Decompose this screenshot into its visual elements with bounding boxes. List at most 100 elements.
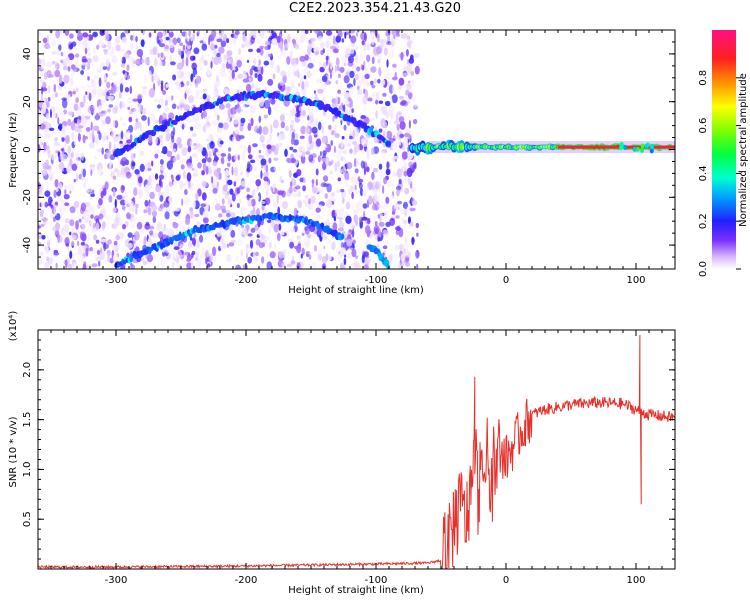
noise-speckle: [227, 59, 231, 65]
spectrogram-y-tick-label: 40: [22, 48, 33, 61]
noise-speckle: [186, 172, 192, 182]
noise-speckle: [161, 112, 167, 120]
noise-speckle: [41, 64, 44, 70]
noise-speckle: [234, 30, 240, 35]
noise-speckle: [340, 242, 344, 249]
noise-speckle: [296, 169, 302, 177]
spectrogram-noise: [38, 30, 420, 269]
noise-speckle: [335, 215, 338, 219]
noise-speckle: [114, 221, 117, 228]
noise-speckle: [88, 92, 92, 102]
noise-speckle: [42, 37, 48, 44]
noise-speckle: [98, 132, 102, 141]
noise-speckle: [336, 160, 341, 168]
noise-speckle: [85, 57, 92, 64]
noise-speckle: [90, 193, 95, 197]
noise-speckle: [322, 255, 327, 265]
noise-speckle: [342, 149, 347, 155]
noise-speckle: [303, 178, 306, 184]
noise-speckle: [226, 243, 230, 248]
snr-series: [38, 334, 675, 569]
noise-speckle: [107, 40, 112, 50]
noise-speckle: [208, 150, 212, 159]
noise-speckle: [307, 203, 314, 211]
noise-speckle: [308, 254, 312, 260]
noise-speckle: [175, 250, 182, 260]
noise-speckle: [61, 136, 65, 142]
noise-speckle: [372, 167, 379, 173]
noise-speckle: [344, 232, 348, 239]
colorbar-tick-label: 0.2: [698, 213, 709, 229]
noise-speckle: [202, 93, 207, 100]
noise-speckle: [50, 152, 57, 161]
noise-speckle: [354, 168, 359, 174]
noise-speckle: [258, 59, 261, 66]
noise-speckle: [409, 80, 416, 87]
noise-speckle: [73, 178, 76, 183]
noise-speckle: [52, 60, 56, 65]
noise-speckle: [139, 163, 145, 172]
noise-speckle: [332, 48, 339, 54]
noise-speckle: [359, 187, 364, 197]
noise-speckle: [69, 231, 72, 236]
snr-y-tick-label: 1.0: [22, 461, 33, 477]
noise-speckle: [84, 63, 89, 68]
noise-speckle: [57, 184, 63, 190]
noise-speckle: [246, 164, 253, 172]
noise-speckle: [395, 244, 400, 251]
noise-speckle: [59, 152, 65, 161]
noise-speckle: [90, 121, 93, 131]
noise-speckle: [80, 70, 84, 75]
noise-speckle: [342, 165, 347, 175]
noise-speckle: [261, 204, 265, 211]
noise-speckle: [64, 184, 68, 190]
noise-speckle: [256, 195, 260, 200]
colorbar-tick-label: 0.4: [698, 165, 709, 181]
noise-speckle: [52, 118, 55, 125]
noise-speckle: [160, 52, 164, 58]
noise-speckle: [314, 30, 320, 34]
noise-speckle: [90, 169, 93, 177]
noise-speckle: [185, 31, 188, 40]
noise-speckle: [202, 163, 207, 171]
noise-speckle: [332, 222, 338, 232]
noise-speckle: [84, 47, 88, 55]
noise-speckle: [113, 119, 116, 128]
noise-speckle: [346, 143, 351, 147]
noise-speckle: [340, 188, 345, 193]
noise-speckle: [79, 231, 85, 235]
noise-speckle: [391, 94, 398, 104]
noise-speckle: [363, 32, 367, 42]
noise-speckle: [88, 141, 95, 149]
noise-speckle: [166, 160, 173, 170]
noise-speckle: [258, 155, 265, 159]
noise-speckle: [153, 75, 160, 82]
noise-speckle: [266, 144, 272, 150]
noise-speckle: [148, 32, 152, 38]
noise-speckle: [326, 199, 333, 209]
noise-speckle: [139, 150, 145, 157]
noise-speckle: [307, 115, 310, 121]
noise-speckle: [304, 194, 309, 199]
noise-speckle: [44, 190, 51, 197]
snr-x-label: Height of straight line (km): [288, 585, 424, 596]
noise-speckle: [186, 80, 190, 87]
noise-speckle: [355, 54, 358, 64]
noise-speckle: [339, 168, 343, 174]
noise-speckle: [227, 147, 232, 152]
noise-speckle: [216, 127, 224, 134]
noise-speckle: [353, 209, 359, 215]
noise-speckle: [67, 111, 75, 116]
noise-speckle: [107, 253, 111, 263]
spectrogram-features: [113, 89, 675, 269]
noise-speckle: [127, 232, 133, 238]
arc-point: [340, 233, 345, 240]
colorbar-tick-label: 0.0: [698, 261, 709, 277]
noise-speckle: [292, 193, 299, 198]
noise-speckle: [349, 135, 354, 140]
noise-speckle: [160, 82, 164, 92]
noise-speckle: [108, 104, 114, 108]
noise-speckle: [143, 209, 148, 214]
noise-speckle: [187, 146, 192, 153]
noise-speckle: [135, 121, 142, 129]
